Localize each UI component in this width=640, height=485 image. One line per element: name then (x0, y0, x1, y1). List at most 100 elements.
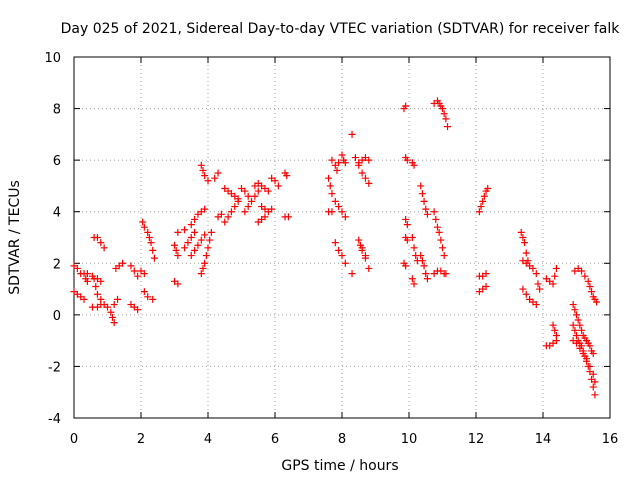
data-point (422, 205, 430, 213)
data-point (248, 197, 256, 205)
data-points (70, 97, 601, 399)
x-tick-label: 8 (338, 432, 346, 447)
data-point (442, 115, 450, 123)
data-point (551, 326, 559, 334)
data-point (80, 295, 88, 303)
data-point (174, 252, 182, 260)
data-point (355, 236, 363, 244)
data-point (140, 270, 148, 278)
data-point (576, 321, 584, 329)
data-point (569, 321, 577, 329)
data-point (348, 130, 356, 138)
data-point (284, 213, 292, 221)
y-tick-labels: -4 -2 0 2 4 6 8 10 (44, 51, 61, 427)
data-point (574, 316, 582, 324)
data-point (341, 259, 349, 267)
data-point (181, 226, 189, 234)
data-point (418, 257, 426, 265)
data-point (271, 177, 279, 185)
data-point (197, 270, 205, 278)
data-point (251, 192, 259, 200)
data-point (134, 272, 142, 280)
data-point (110, 319, 118, 327)
y-tick-label: 10 (44, 51, 61, 66)
data-point (214, 169, 222, 177)
data-point (149, 295, 157, 303)
data-point (477, 203, 485, 211)
data-point (551, 272, 559, 280)
data-point (338, 208, 346, 216)
data-point (325, 174, 333, 182)
data-point (589, 350, 597, 358)
data-point (97, 301, 105, 309)
data-point (147, 239, 155, 247)
y-tick-label: -2 (48, 360, 61, 375)
data-point (150, 254, 158, 262)
data-point (261, 213, 269, 221)
data-point (227, 208, 235, 216)
data-point (338, 151, 346, 159)
x-tick-label: 2 (137, 432, 145, 447)
data-point (423, 275, 431, 283)
data-point (403, 156, 411, 164)
data-point (73, 264, 81, 272)
data-point (114, 295, 122, 303)
data-point (534, 280, 542, 288)
data-point (335, 159, 343, 167)
data-point (207, 228, 215, 236)
data-point (576, 344, 584, 352)
data-point (204, 244, 212, 252)
data-point (191, 228, 199, 236)
data-point (571, 306, 579, 314)
data-point (244, 203, 252, 211)
data-point (529, 264, 537, 272)
data-point (149, 246, 157, 254)
x-tick-label: 6 (271, 432, 279, 447)
data-point (586, 362, 594, 370)
data-point (403, 221, 411, 229)
data-point (191, 246, 199, 254)
data-point (268, 205, 276, 213)
data-point (552, 331, 560, 339)
data-point (224, 213, 232, 221)
data-point (187, 252, 195, 260)
data-point (440, 110, 448, 118)
data-point (204, 177, 212, 185)
data-point (361, 252, 369, 260)
data-point (144, 228, 152, 236)
data-point (475, 208, 483, 216)
data-point (187, 234, 195, 241)
data-point (140, 223, 148, 231)
data-point (144, 293, 152, 301)
data-point (532, 301, 540, 309)
data-point (402, 262, 410, 270)
data-point (410, 161, 418, 169)
data-point (484, 185, 492, 193)
data-point (417, 182, 425, 190)
data-point (444, 123, 452, 131)
data-point (201, 172, 209, 180)
data-point (549, 280, 557, 288)
ticks (73, 56, 611, 419)
data-point (569, 301, 577, 309)
data-point (578, 326, 586, 334)
data-point (92, 282, 100, 290)
x-tick-label: 16 (602, 432, 619, 447)
data-point (244, 192, 252, 200)
data-point (358, 244, 366, 252)
grid (74, 57, 610, 418)
data-point (571, 326, 579, 334)
data-point (586, 342, 594, 350)
y-axis-label: SDTVAR / TECUs (7, 180, 23, 295)
data-point (432, 215, 440, 223)
data-point (402, 102, 410, 110)
data-point (439, 244, 446, 252)
data-point (365, 156, 373, 164)
data-point (326, 182, 334, 190)
data-point (174, 228, 182, 236)
data-point (283, 172, 291, 180)
data-point (365, 264, 373, 272)
data-point (134, 306, 142, 314)
x-tick-labels: 0 2 4 6 8 10 12 14 16 (70, 432, 618, 447)
data-point (417, 252, 425, 260)
